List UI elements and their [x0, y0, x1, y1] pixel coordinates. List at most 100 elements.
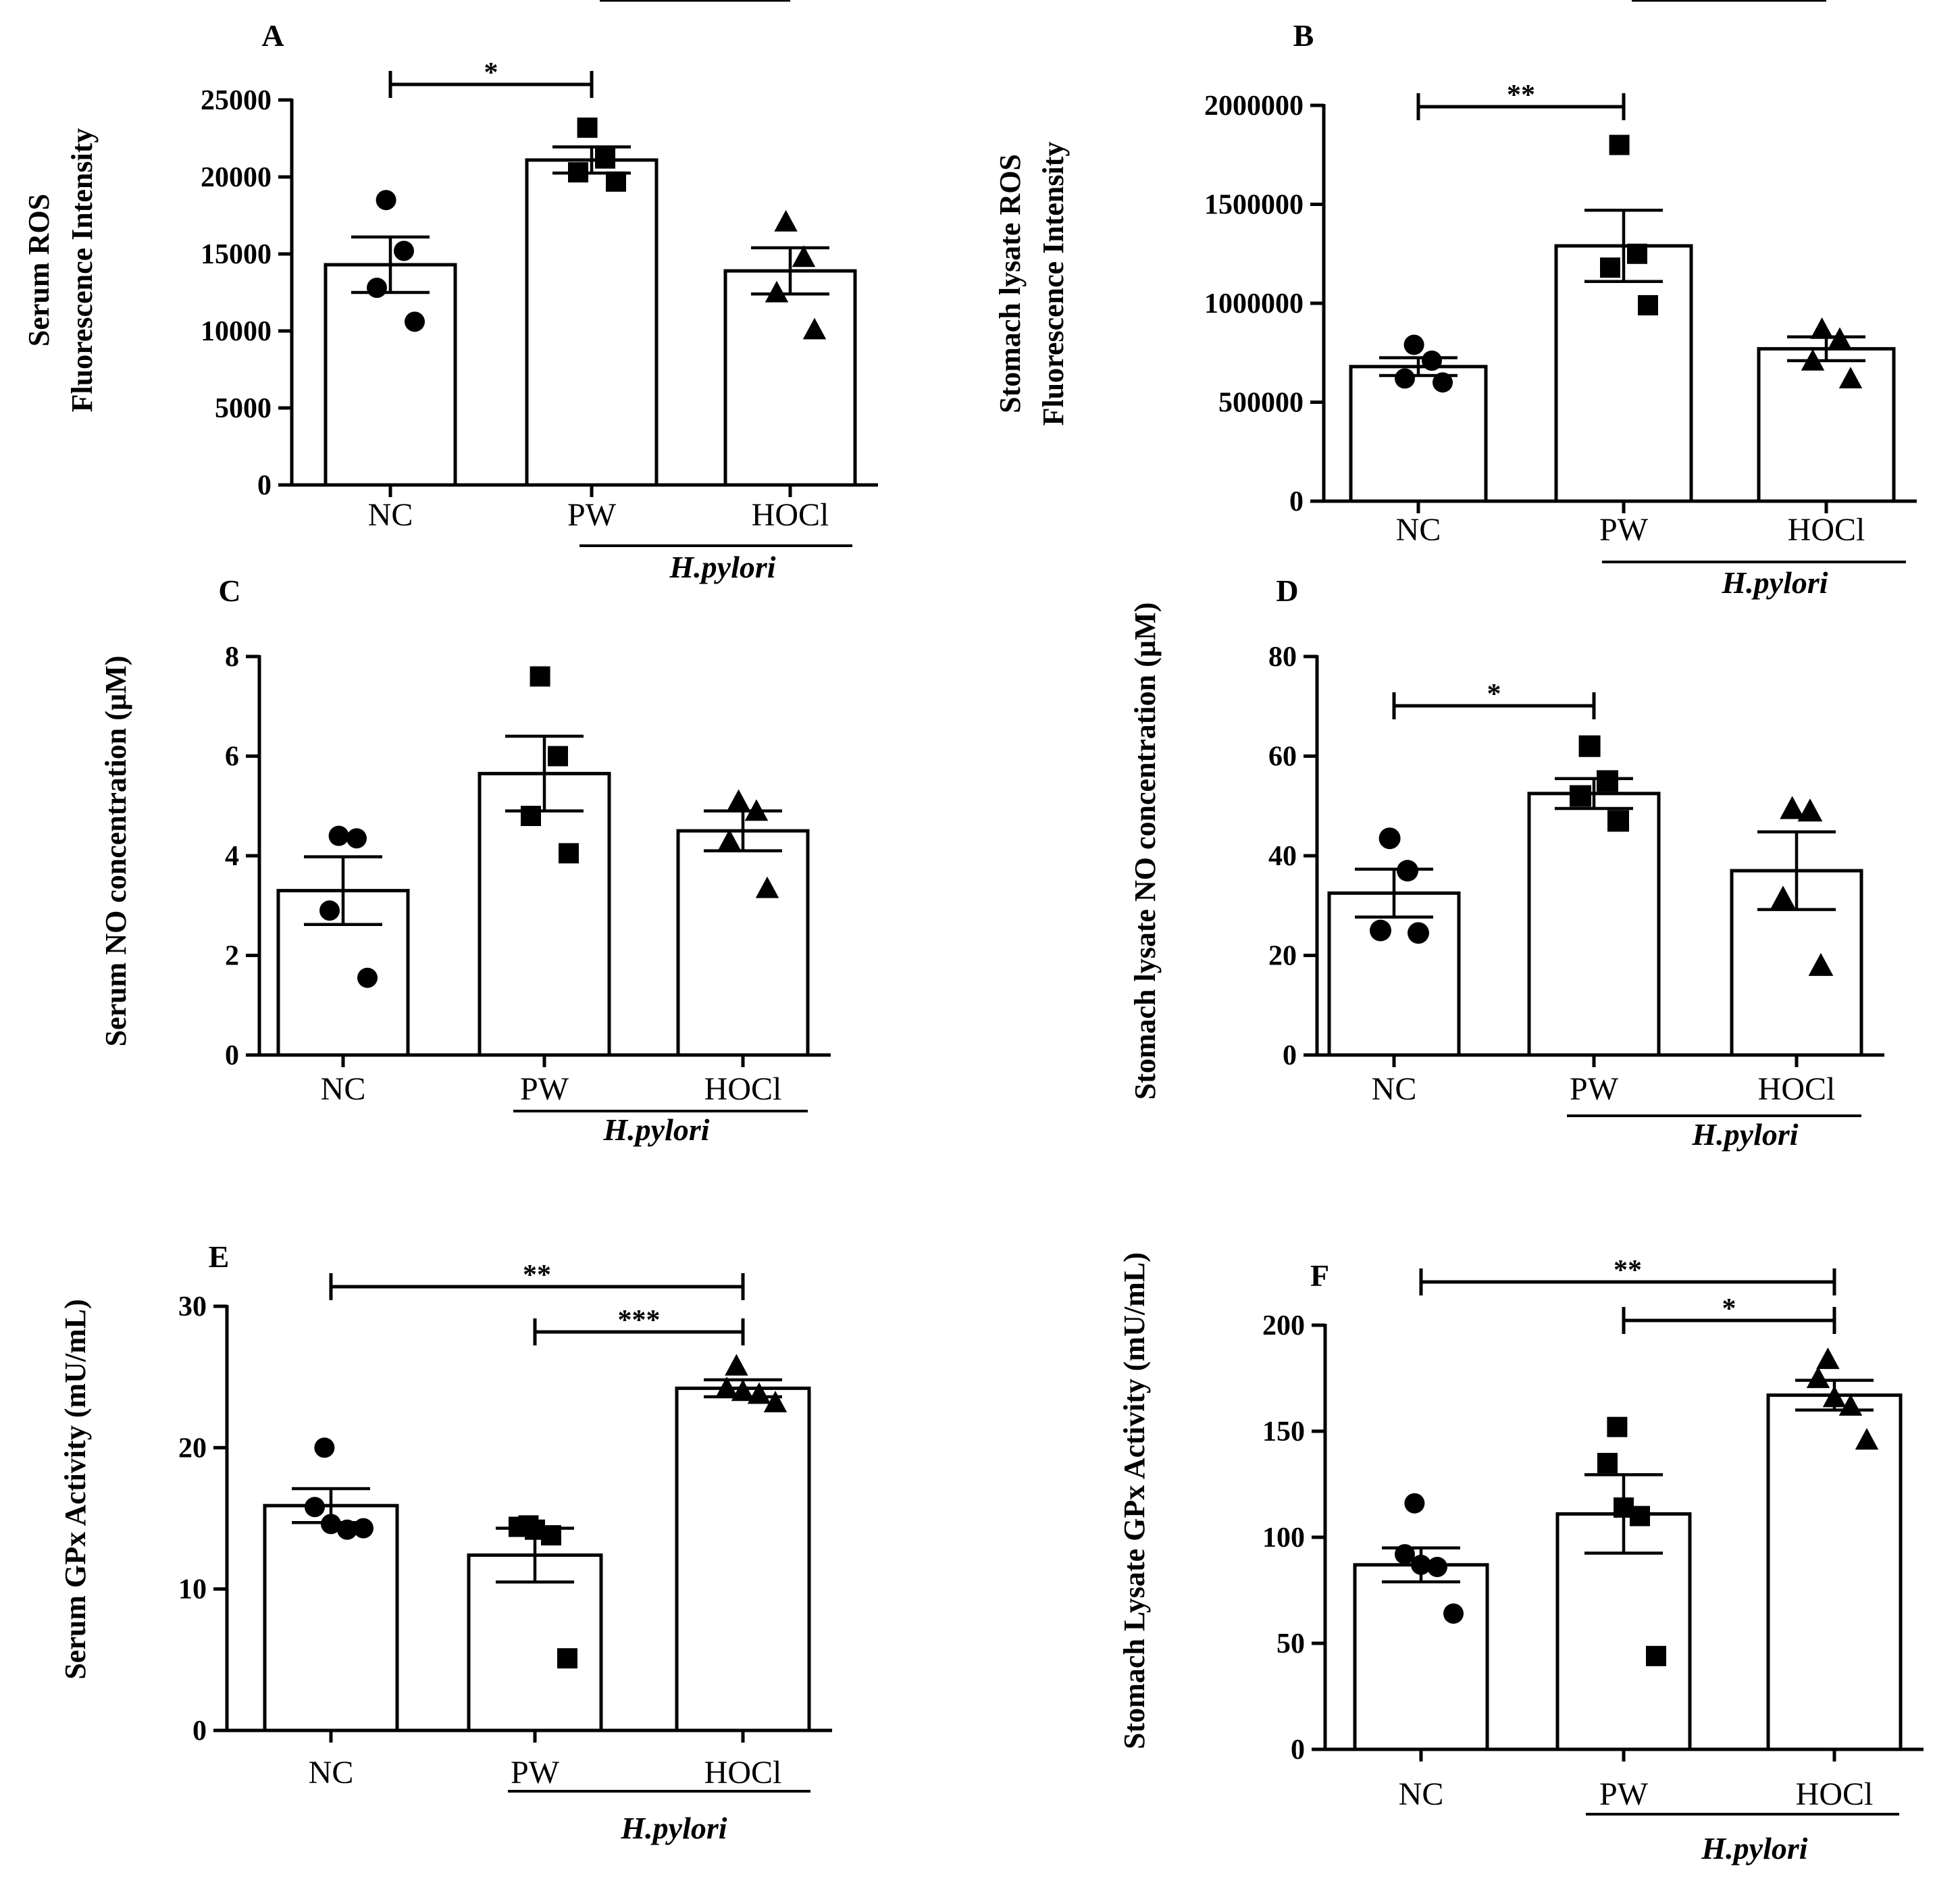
- data-point-square: [1609, 134, 1630, 155]
- y-axis-title-line-2: Fluorescence Intensity: [1037, 142, 1070, 426]
- y-tick-label: 60: [1268, 742, 1297, 773]
- data-point-square: [1578, 735, 1601, 757]
- group-label-h-pylori: H.pylori: [602, 1112, 709, 1147]
- y-tick-label: 0: [1283, 1040, 1297, 1071]
- data-point-circle: [353, 1518, 373, 1539]
- y-tick-label: 8: [225, 642, 239, 673]
- data-point-triangle: [774, 209, 798, 232]
- data-point-square: [530, 666, 550, 687]
- panel-a: A Serum ROS Fluorescence Intensity NC PW…: [22, 0, 878, 584]
- group-label-h-pylori: H.pylori: [620, 1811, 727, 1845]
- significance-label: **: [1507, 80, 1535, 111]
- y-tick-label: 1000000: [1204, 288, 1304, 319]
- y-tick-label: 500000: [1218, 388, 1304, 419]
- significance-label: *: [688, 0, 702, 7]
- significance-label: ***: [618, 1305, 661, 1336]
- data-point-circle: [1427, 1556, 1447, 1577]
- data-point-circle: [1378, 827, 1401, 850]
- panel-c: C Serum NO concentration (µM) NC PW HOCl…: [99, 573, 831, 1147]
- y-tick-label: 0: [225, 1040, 239, 1071]
- data-point-triangle: [744, 799, 769, 821]
- significance-label: *: [1722, 1293, 1736, 1325]
- data-point-triangle: [1816, 1347, 1840, 1369]
- bar-hocl: [676, 829, 810, 1057]
- data-point-circle: [1395, 1544, 1415, 1565]
- y-axis-title: Stomach lysate NO concentration (µM): [1129, 602, 1162, 1100]
- data-point-triangle: [792, 245, 816, 267]
- data-point-triangle: [1810, 317, 1834, 339]
- y-axis-title: Serum NO concentration (µM): [99, 656, 132, 1047]
- data-point-square: [595, 148, 615, 169]
- y-tick-label: 15000: [201, 239, 272, 270]
- panel-c-plot: 0 2 4 6 8: [225, 642, 831, 1112]
- data-point-circle: [1397, 860, 1418, 882]
- significance-label: **: [1614, 1255, 1642, 1286]
- category-label-nc: NC: [1399, 1776, 1444, 1812]
- data-point-square: [1646, 1645, 1666, 1666]
- y-tick-label: 20000: [201, 162, 272, 193]
- panel-label: A: [261, 18, 284, 53]
- panel-d-plot: 0 20 40 60 80 *: [1268, 642, 1884, 1117]
- data-point-circle: [1422, 350, 1442, 371]
- category-label-pw: PW: [567, 497, 617, 533]
- data-point-triangle: [763, 1391, 788, 1413]
- category-label-pw: PW: [1570, 1071, 1619, 1107]
- data-point-circle: [346, 828, 367, 849]
- data-point-triangle: [1780, 796, 1805, 819]
- panel-label: D: [1276, 573, 1298, 608]
- y-tick-label: 6: [225, 742, 239, 773]
- data-point-circle: [1395, 368, 1415, 389]
- data-point-circle: [357, 967, 378, 988]
- y-tick-label: 150: [1262, 1416, 1305, 1447]
- bar-hocl: [1766, 1393, 1903, 1751]
- bar-hocl: [1757, 346, 1896, 503]
- category-label-nc: NC: [321, 1071, 366, 1107]
- y-tick-label: 2: [225, 941, 239, 972]
- data-point-square: [559, 843, 579, 864]
- category-label-hocl: HOCl: [1796, 1776, 1874, 1812]
- bar-hocl: [723, 269, 857, 487]
- group-label-h-pylori: H.pylori: [1691, 1117, 1798, 1152]
- panel-d: D Stomach lysate NO concentration (µM) N…: [1129, 573, 1884, 1152]
- category-label-nc: NC: [368, 497, 413, 533]
- data-point-circle: [1433, 372, 1453, 393]
- y-tick-label: 0: [1289, 486, 1304, 517]
- data-point-square: [1630, 1506, 1650, 1526]
- data-point-triangle: [1808, 952, 1834, 976]
- data-point-triangle: [725, 1354, 748, 1376]
- category-label-nc: NC: [1372, 1071, 1417, 1107]
- bar-pw: [1554, 244, 1693, 503]
- y-tick-label: 50: [1276, 1628, 1305, 1660]
- bar-pw: [525, 158, 659, 487]
- data-point-circle: [394, 240, 414, 261]
- y-tick-label: 1500000: [1204, 190, 1304, 221]
- panel-label: C: [218, 573, 240, 608]
- panel-f: F Stomach Lysate GPx Activity (mU/mL) NC…: [1118, 1252, 1924, 1866]
- data-point-circle: [1403, 334, 1424, 355]
- data-point-circle: [405, 311, 425, 332]
- data-point-square: [606, 171, 626, 192]
- data-point-square: [1607, 810, 1629, 832]
- y-tick-label: 20: [1268, 941, 1297, 972]
- data-point-square: [1638, 294, 1658, 315]
- y-tick-label: 100: [1262, 1522, 1305, 1553]
- data-point-circle: [305, 1497, 325, 1518]
- group-label-h-pylori: H.pylori: [1721, 565, 1828, 600]
- data-point-circle: [319, 900, 340, 921]
- y-tick-label: 200: [1262, 1310, 1305, 1341]
- data-point-triangle: [1801, 349, 1825, 371]
- data-point-circle: [321, 1514, 341, 1535]
- significance-label: **: [523, 1260, 551, 1291]
- bar-pw: [467, 1553, 603, 1732]
- category-label-nc: NC: [1396, 512, 1441, 548]
- data-point-triangle: [802, 317, 827, 340]
- data-point-circle: [376, 190, 396, 211]
- y-axis-title-line-1: Stomach lysate ROS: [994, 154, 1027, 413]
- y-tick-label: 0: [257, 470, 272, 501]
- data-point-triangle: [715, 1377, 739, 1399]
- y-tick-label: 10: [178, 1574, 207, 1605]
- category-label-hocl: HOCl: [1758, 1071, 1836, 1107]
- category-label-hocl: HOCl: [704, 1755, 782, 1791]
- y-tick-label: 40: [1268, 841, 1297, 872]
